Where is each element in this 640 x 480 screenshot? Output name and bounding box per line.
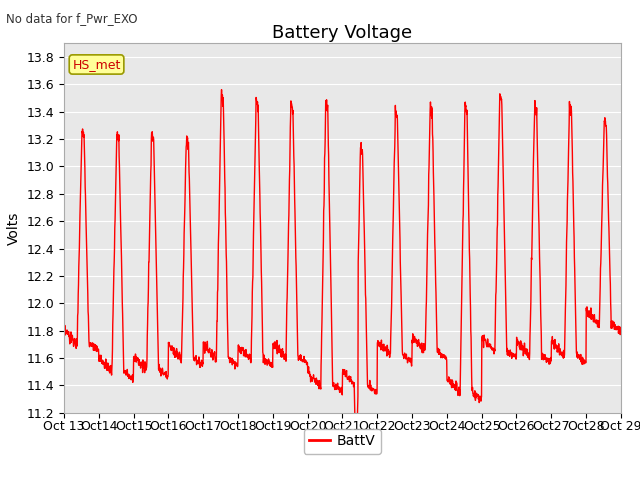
Title: Battery Voltage: Battery Voltage bbox=[273, 24, 412, 42]
Y-axis label: Volts: Volts bbox=[7, 211, 21, 245]
Text: HS_met: HS_met bbox=[72, 58, 121, 71]
Text: No data for f_Pwr_EXO: No data for f_Pwr_EXO bbox=[6, 12, 138, 25]
Legend: BattV: BattV bbox=[303, 429, 381, 454]
